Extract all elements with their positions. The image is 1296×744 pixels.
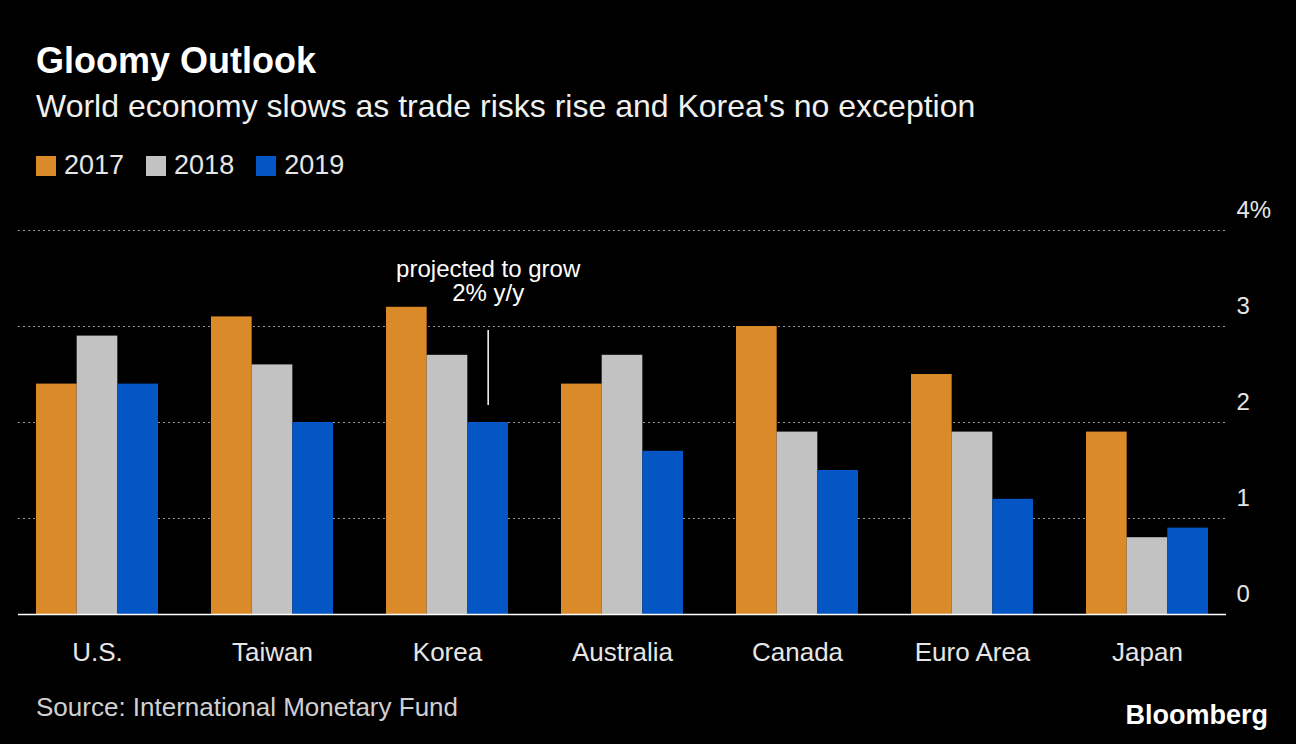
svg-text:2: 2 (1237, 388, 1250, 415)
svg-text:0: 0 (1237, 580, 1250, 607)
svg-text:Japan: Japan (1112, 637, 1183, 667)
svg-text:projected to grow2% y/y: projected to grow2% y/y (396, 255, 581, 306)
svg-text:Australia: Australia (572, 637, 674, 667)
svg-text:U.S.: U.S. (72, 637, 123, 667)
html-text:2018: 2018 (174, 150, 235, 180)
html-text:2019: 2019 (284, 150, 345, 180)
html-text:Gloomy Outlook: Gloomy Outlook (36, 40, 316, 81)
svg-text:3: 3 (1237, 292, 1250, 319)
html-text:2017: 2017 (64, 150, 125, 180)
html-text:World economy slows as trade r: World economy slows as trade risks rise … (36, 88, 976, 124)
svg-text:Korea: Korea (413, 637, 483, 667)
svg-text:1: 1 (1237, 484, 1250, 511)
html-text:Source: International Monetary: Source: International Monetary Fund (36, 692, 458, 722)
svg-text:4%: 4% (1237, 196, 1272, 223)
html-text:Bloomberg: Bloomberg (1125, 700, 1268, 730)
svg-text:Taiwan: Taiwan (232, 637, 313, 667)
svg-text:Canada: Canada (752, 637, 844, 667)
svg-text:Euro Area: Euro Area (915, 637, 1031, 667)
